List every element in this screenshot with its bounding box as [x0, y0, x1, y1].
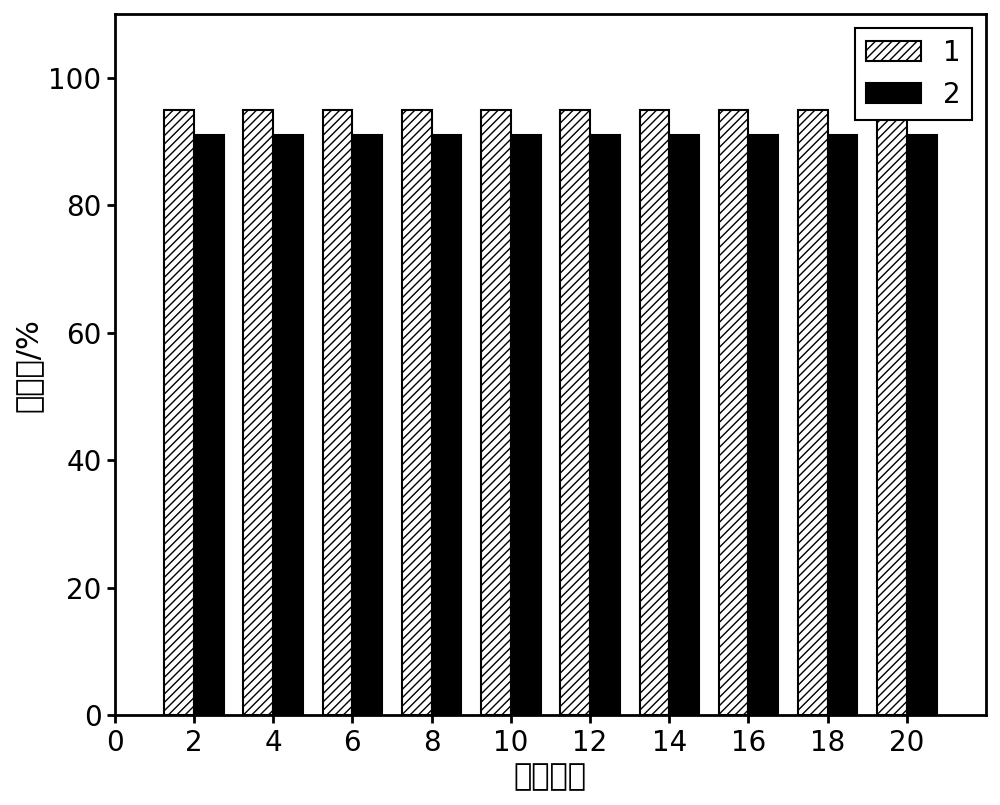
Bar [511, 135, 541, 716]
Bar [432, 135, 461, 716]
Bar [877, 109, 907, 716]
Legend: 1, 2: 1, 2 [855, 28, 972, 120]
X-axis label: 循环次数: 循环次数 [514, 762, 587, 791]
Y-axis label: 去除率/%: 去除率/% [14, 318, 43, 411]
Bar [481, 109, 511, 716]
Bar [907, 135, 937, 716]
Bar [560, 109, 590, 716]
Bar [590, 135, 620, 716]
Bar [640, 109, 669, 716]
Bar [798, 109, 828, 716]
Bar [164, 109, 194, 716]
Bar [719, 109, 748, 716]
Bar [194, 135, 224, 716]
Bar [243, 109, 273, 716]
Bar [273, 135, 303, 716]
Bar [828, 135, 857, 716]
Bar [402, 109, 432, 716]
Bar [669, 135, 699, 716]
Bar [352, 135, 382, 716]
Bar [323, 109, 352, 716]
Bar [748, 135, 778, 716]
